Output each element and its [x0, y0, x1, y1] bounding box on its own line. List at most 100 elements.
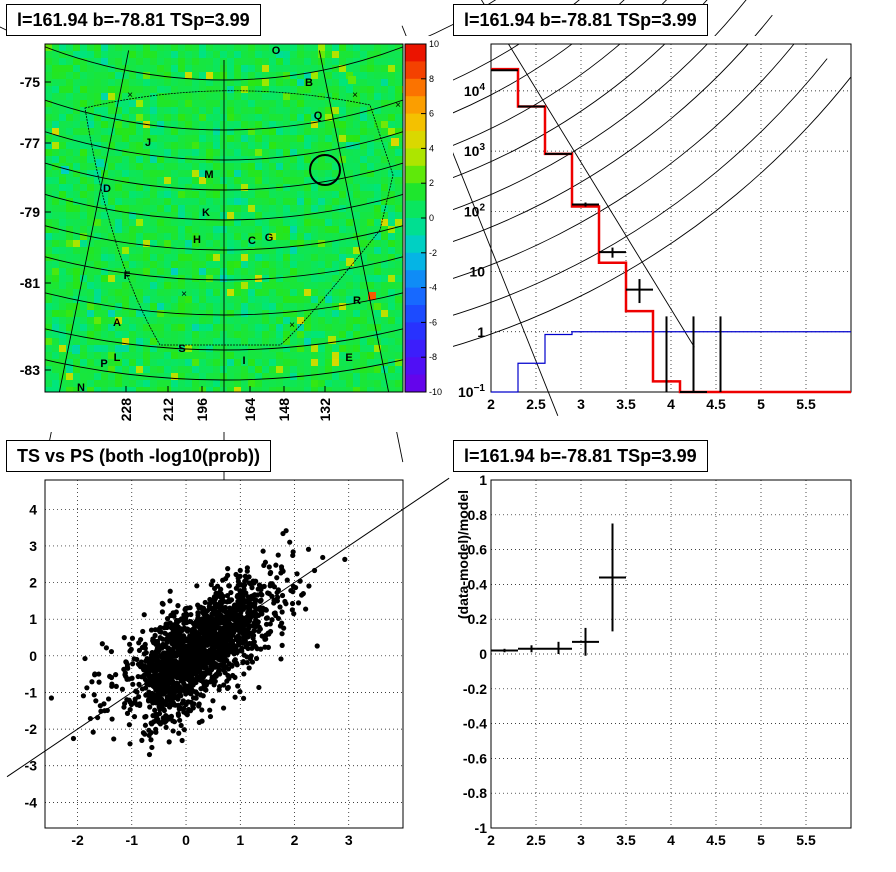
heatmap-cell: [129, 275, 136, 282]
heatmap-cell: [185, 51, 192, 58]
heatmap-cell: [80, 261, 87, 268]
heatmap-cell: [255, 121, 262, 128]
heatmap-cell: [339, 268, 346, 275]
heatmap-cell: [297, 79, 304, 86]
heatmap-cell: [52, 296, 59, 303]
heatmap-cell: [164, 366, 171, 373]
heatmap-cell: [262, 107, 269, 114]
heatmap-cell: [94, 93, 101, 100]
x-tick-label: 3.5: [616, 832, 636, 848]
heatmap-cell: [395, 359, 402, 366]
heatmap-cell: [192, 191, 199, 198]
scatter-point: [153, 700, 159, 706]
heatmap-cell: [129, 324, 136, 331]
heatmap-cell: [136, 317, 143, 324]
scatter-point: [228, 613, 234, 619]
heatmap-cell: [276, 226, 283, 233]
heatmap-cell: [80, 317, 87, 324]
heatmap-cell: [157, 366, 164, 373]
scatter-point: [311, 567, 318, 574]
heatmap-cell: [213, 338, 220, 345]
y-tick-label: 0: [479, 646, 487, 662]
heatmap-cell: [199, 65, 206, 72]
scatter-point: [152, 707, 158, 713]
heatmap-cell: [367, 282, 374, 289]
heatmap-cell: [108, 254, 115, 261]
heatmap-cell: [136, 345, 143, 352]
heatmap-cell: [45, 380, 52, 387]
heatmap-cell: [269, 198, 276, 205]
heatmap-cell: [66, 254, 73, 261]
heatmap-cell: [255, 233, 262, 240]
heatmap-cell: [367, 275, 374, 282]
heatmap-cell: [143, 72, 150, 79]
heatmap-cell: [80, 135, 87, 142]
heatmap-cell: [234, 233, 241, 240]
heatmap-cell: [80, 107, 87, 114]
heatmap-cell: [367, 205, 374, 212]
heatmap-cell: [213, 65, 220, 72]
heatmap-cell: [339, 72, 346, 79]
heatmap-cell: [297, 289, 304, 296]
heatmap-cell: [255, 345, 262, 352]
scatter-point: [146, 732, 152, 738]
heatmap-cell: [80, 51, 87, 58]
heatmap-cell: [304, 212, 311, 219]
heatmap-cell: [381, 107, 388, 114]
heatmap-cell: [283, 282, 290, 289]
heatmap-cell: [157, 240, 164, 247]
heatmap-cell: [269, 93, 276, 100]
heatmap-cell: [234, 366, 241, 373]
heatmap-cell: [143, 275, 150, 282]
scatter-point: [152, 627, 158, 633]
heatmap-cell: [283, 114, 290, 121]
heatmap-cell: [290, 65, 297, 72]
heatmap-cell: [87, 177, 94, 184]
scatter-point: [269, 617, 275, 623]
heatmap-cell: [45, 149, 52, 156]
heatmap-cell: [332, 107, 339, 114]
heatmap-cell: [164, 240, 171, 247]
heatmap-cell: [290, 268, 297, 275]
heatmap-cell: [311, 58, 318, 65]
heatmap-cell: [360, 86, 367, 93]
scatter-point: [274, 575, 280, 581]
scatter-point: [271, 610, 277, 616]
scatter-point: [220, 705, 227, 711]
heatmap-cell: [66, 191, 73, 198]
heatmap-cell: [388, 366, 395, 373]
heatmap-cell: [101, 387, 108, 392]
heatmap-cell: [241, 240, 248, 247]
heatmap-cell: [136, 331, 143, 338]
heatmap-cell: [101, 72, 108, 79]
scatter-point: [185, 699, 191, 705]
scatter-point: [220, 577, 226, 583]
heatmap-cell: [388, 93, 395, 100]
heatmap-cell: [157, 345, 164, 352]
heatmap-cell: [220, 51, 227, 58]
scatter-point: [167, 680, 173, 686]
heatmap-cell: [143, 345, 150, 352]
heatmap-cell: [101, 261, 108, 268]
heatmap-cell: [248, 170, 255, 177]
source-label: H: [193, 234, 201, 246]
heatmap-cell: [346, 303, 353, 310]
heatmap-cell: [325, 107, 332, 114]
heatmap-cell: [178, 352, 185, 359]
scatter-point: [163, 677, 169, 683]
heatmap-cell: [94, 58, 101, 65]
heatmap-cell: [171, 65, 178, 72]
heatmap-cell: [353, 247, 360, 254]
heatmap-cell: [374, 338, 381, 345]
heatmap-cell: [206, 261, 213, 268]
scatter-point: [174, 694, 180, 700]
heatmap-cell: [199, 93, 206, 100]
heatmap-cell: [122, 289, 129, 296]
heatmap-cell: [388, 121, 395, 128]
heatmap-cell: [325, 205, 332, 212]
heatmap-cell: [248, 107, 255, 114]
heatmap-cell: [325, 275, 332, 282]
heatmap-cell: [80, 142, 87, 149]
heatmap-cell: [318, 380, 325, 387]
heatmap-cell: [290, 51, 297, 58]
